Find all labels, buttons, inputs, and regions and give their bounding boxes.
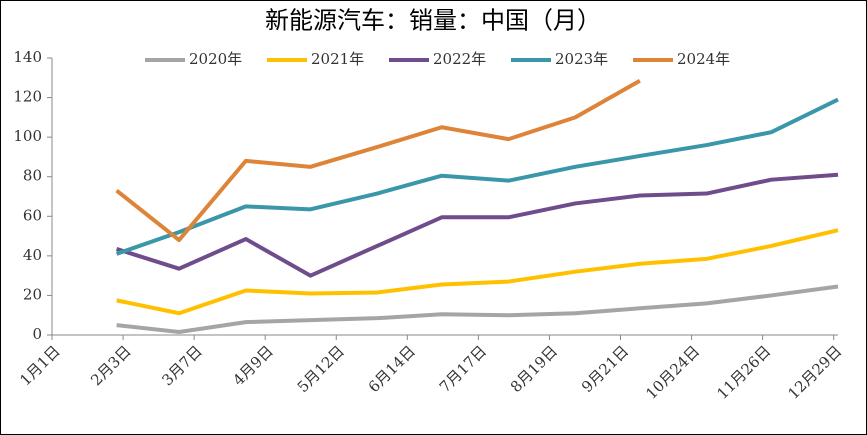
y-tick-label: 140: [13, 48, 42, 66]
chart-title: 新能源汽车：销量：中国（月）: [265, 7, 601, 35]
legend-label: 2022年: [433, 50, 486, 68]
y-tick-label: 40: [23, 246, 42, 264]
series-line: [116, 228, 839, 316]
y-tick-label: 80: [23, 167, 42, 185]
series-line: [115, 79, 641, 243]
y-tick-label: 100: [13, 127, 42, 145]
legend-label: 2023年: [555, 50, 608, 68]
y-tick-label: 0: [32, 325, 42, 343]
legend-label: 2024年: [677, 50, 730, 68]
y-tick-label: 20: [23, 285, 42, 303]
legend-label: 2021年: [311, 50, 364, 68]
legend-label: 2020年: [189, 50, 242, 68]
series-line: [115, 97, 839, 256]
series-line: [116, 284, 839, 335]
y-tick-label: 60: [23, 206, 42, 224]
y-tick-label: 120: [13, 88, 42, 106]
series-line: [115, 172, 839, 278]
